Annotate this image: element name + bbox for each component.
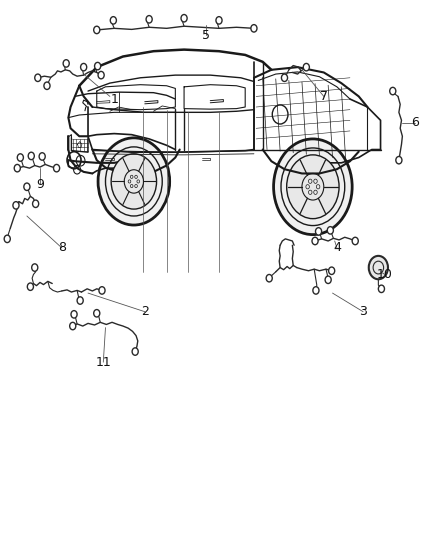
Circle shape — [53, 165, 60, 172]
Text: 5: 5 — [202, 29, 210, 42]
Circle shape — [98, 71, 104, 79]
Text: 4: 4 — [333, 241, 341, 254]
Circle shape — [94, 26, 100, 34]
Circle shape — [313, 287, 319, 294]
Circle shape — [95, 62, 101, 70]
Circle shape — [14, 165, 20, 172]
Circle shape — [27, 283, 33, 290]
Circle shape — [28, 152, 34, 160]
Circle shape — [99, 287, 105, 294]
Circle shape — [251, 25, 257, 32]
Circle shape — [17, 154, 23, 161]
Circle shape — [32, 264, 38, 271]
Circle shape — [303, 63, 309, 71]
Circle shape — [146, 15, 152, 23]
Circle shape — [32, 200, 39, 207]
Circle shape — [24, 183, 30, 190]
Circle shape — [325, 276, 331, 284]
Circle shape — [111, 154, 156, 209]
Circle shape — [70, 322, 76, 330]
Circle shape — [94, 310, 100, 317]
Text: 8: 8 — [58, 241, 66, 254]
Circle shape — [81, 63, 87, 71]
Text: 6: 6 — [412, 117, 420, 130]
Circle shape — [110, 17, 117, 24]
Circle shape — [328, 267, 335, 274]
Circle shape — [63, 60, 69, 67]
Text: 11: 11 — [95, 356, 111, 369]
Circle shape — [13, 201, 19, 209]
Circle shape — [282, 74, 288, 82]
Circle shape — [369, 256, 388, 279]
Circle shape — [77, 297, 83, 304]
Circle shape — [352, 237, 358, 245]
Circle shape — [39, 153, 45, 160]
Text: 9: 9 — [36, 177, 44, 191]
Text: 7: 7 — [320, 90, 328, 103]
Text: 2: 2 — [141, 305, 149, 318]
Circle shape — [216, 17, 222, 24]
Circle shape — [327, 227, 333, 234]
Circle shape — [71, 311, 77, 318]
Text: 3: 3 — [359, 305, 367, 318]
Text: 1: 1 — [110, 93, 118, 106]
Circle shape — [266, 274, 272, 282]
Circle shape — [181, 14, 187, 22]
Circle shape — [98, 138, 170, 225]
Circle shape — [44, 82, 50, 90]
Circle shape — [315, 228, 321, 235]
Circle shape — [378, 285, 385, 293]
Text: 10: 10 — [377, 268, 393, 281]
Circle shape — [35, 74, 41, 82]
Circle shape — [287, 155, 339, 219]
Circle shape — [274, 139, 352, 235]
Circle shape — [4, 235, 11, 243]
Circle shape — [312, 237, 318, 245]
Circle shape — [132, 348, 138, 356]
Circle shape — [390, 87, 396, 95]
Circle shape — [396, 157, 402, 164]
